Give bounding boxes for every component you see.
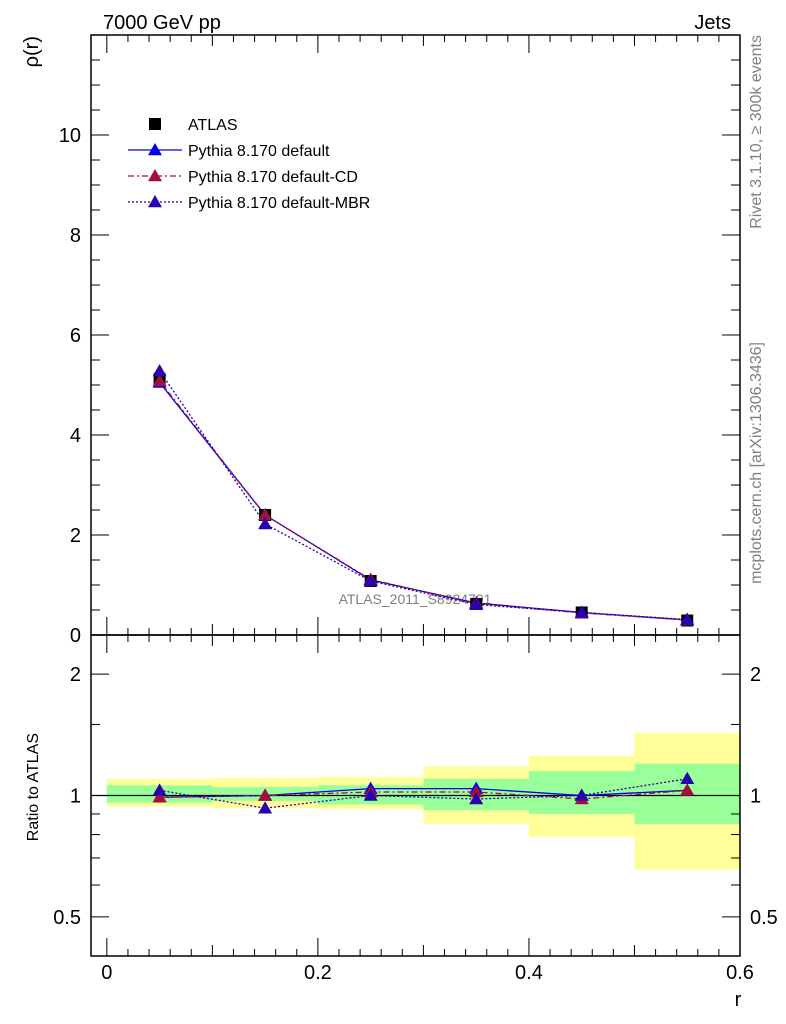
watermark: ATLAS_2011_S8924791 [339,591,492,607]
legend: ATLAS Pythia 8.170 default Pythia 8.170 de… [128,117,370,212]
ratio-y-tick-label: 2 [70,664,81,686]
triangle-marker [148,169,162,182]
x-tick-label: 0 [101,962,112,984]
header-left: 7000 GeV pp [103,12,221,34]
x-tick-label: 0.4 [515,962,543,984]
ratio-ylabel: Ratio to ATLAS [25,733,42,841]
series-line [159,380,688,621]
main-plot-area [152,364,695,627]
triangle-marker [152,374,167,387]
x-tick-label: 0.2 [304,962,332,984]
y-tick-label: 8 [70,225,81,247]
triangle-marker [363,574,378,587]
triangle-marker [152,783,167,796]
triangle-marker [148,195,162,208]
y-tick-label: 6 [70,325,81,347]
triangle-marker [469,785,484,798]
triangle-marker [258,788,273,801]
y-tick-label: 4 [70,425,81,447]
legend-label: Pythia 8.170 default-MBR [188,195,370,212]
triangle-marker [258,508,273,521]
main-ylabel: ρ(r) [21,36,43,67]
triangle-marker [469,597,484,610]
ratio-plot-area [152,771,695,814]
ratio-panel: 0.5 0.5 1 1 2 2 0 0.2 0.4 0.6 [53,634,778,984]
triangle-marker [152,364,167,377]
triangle-marker [258,517,273,530]
y-tick-label: 0 [70,625,81,647]
triangle-marker [680,783,695,796]
legend-label: Pythia 8.170 default [188,143,330,160]
y-tick-label: 2 [70,525,81,547]
series-line [159,382,688,621]
ratio-y-tick-label-right: 1 [750,786,761,808]
triangle-marker [258,801,273,814]
series-line [159,370,688,621]
triangle-marker [574,788,589,801]
legend-label: ATLAS [188,117,238,134]
side-text-top: Rivet 3.1.10, ≥ 300k events [748,35,765,229]
ratio-y-tick-label: 1 [70,786,81,808]
legend-label: Pythia 8.170 default-CD [188,169,358,186]
header-right: Jets [694,12,731,34]
triangle-marker [363,788,378,801]
triangle-marker [680,612,695,625]
x-axis-label: r [735,989,742,1011]
triangle-marker [469,792,484,805]
ratio-y-tick-label-right: 0.5 [750,907,778,929]
ratio-y-tick-label: 0.5 [53,907,81,929]
triangle-marker [152,790,167,803]
triangle-marker [574,605,589,618]
ratio-series-line [159,778,688,809]
y-tick-label: 10 [59,125,81,147]
x-tick-label: 0.6 [726,962,754,984]
legend-marker [149,118,161,130]
side-text-bottom: mcplots.cern.ch [arXiv:1306.3436] [748,342,765,584]
triangle-marker [148,143,162,156]
ratio-series-line [159,789,688,800]
triangle-marker [680,771,695,785]
ratio-y-tick-label-right: 2 [750,664,761,686]
